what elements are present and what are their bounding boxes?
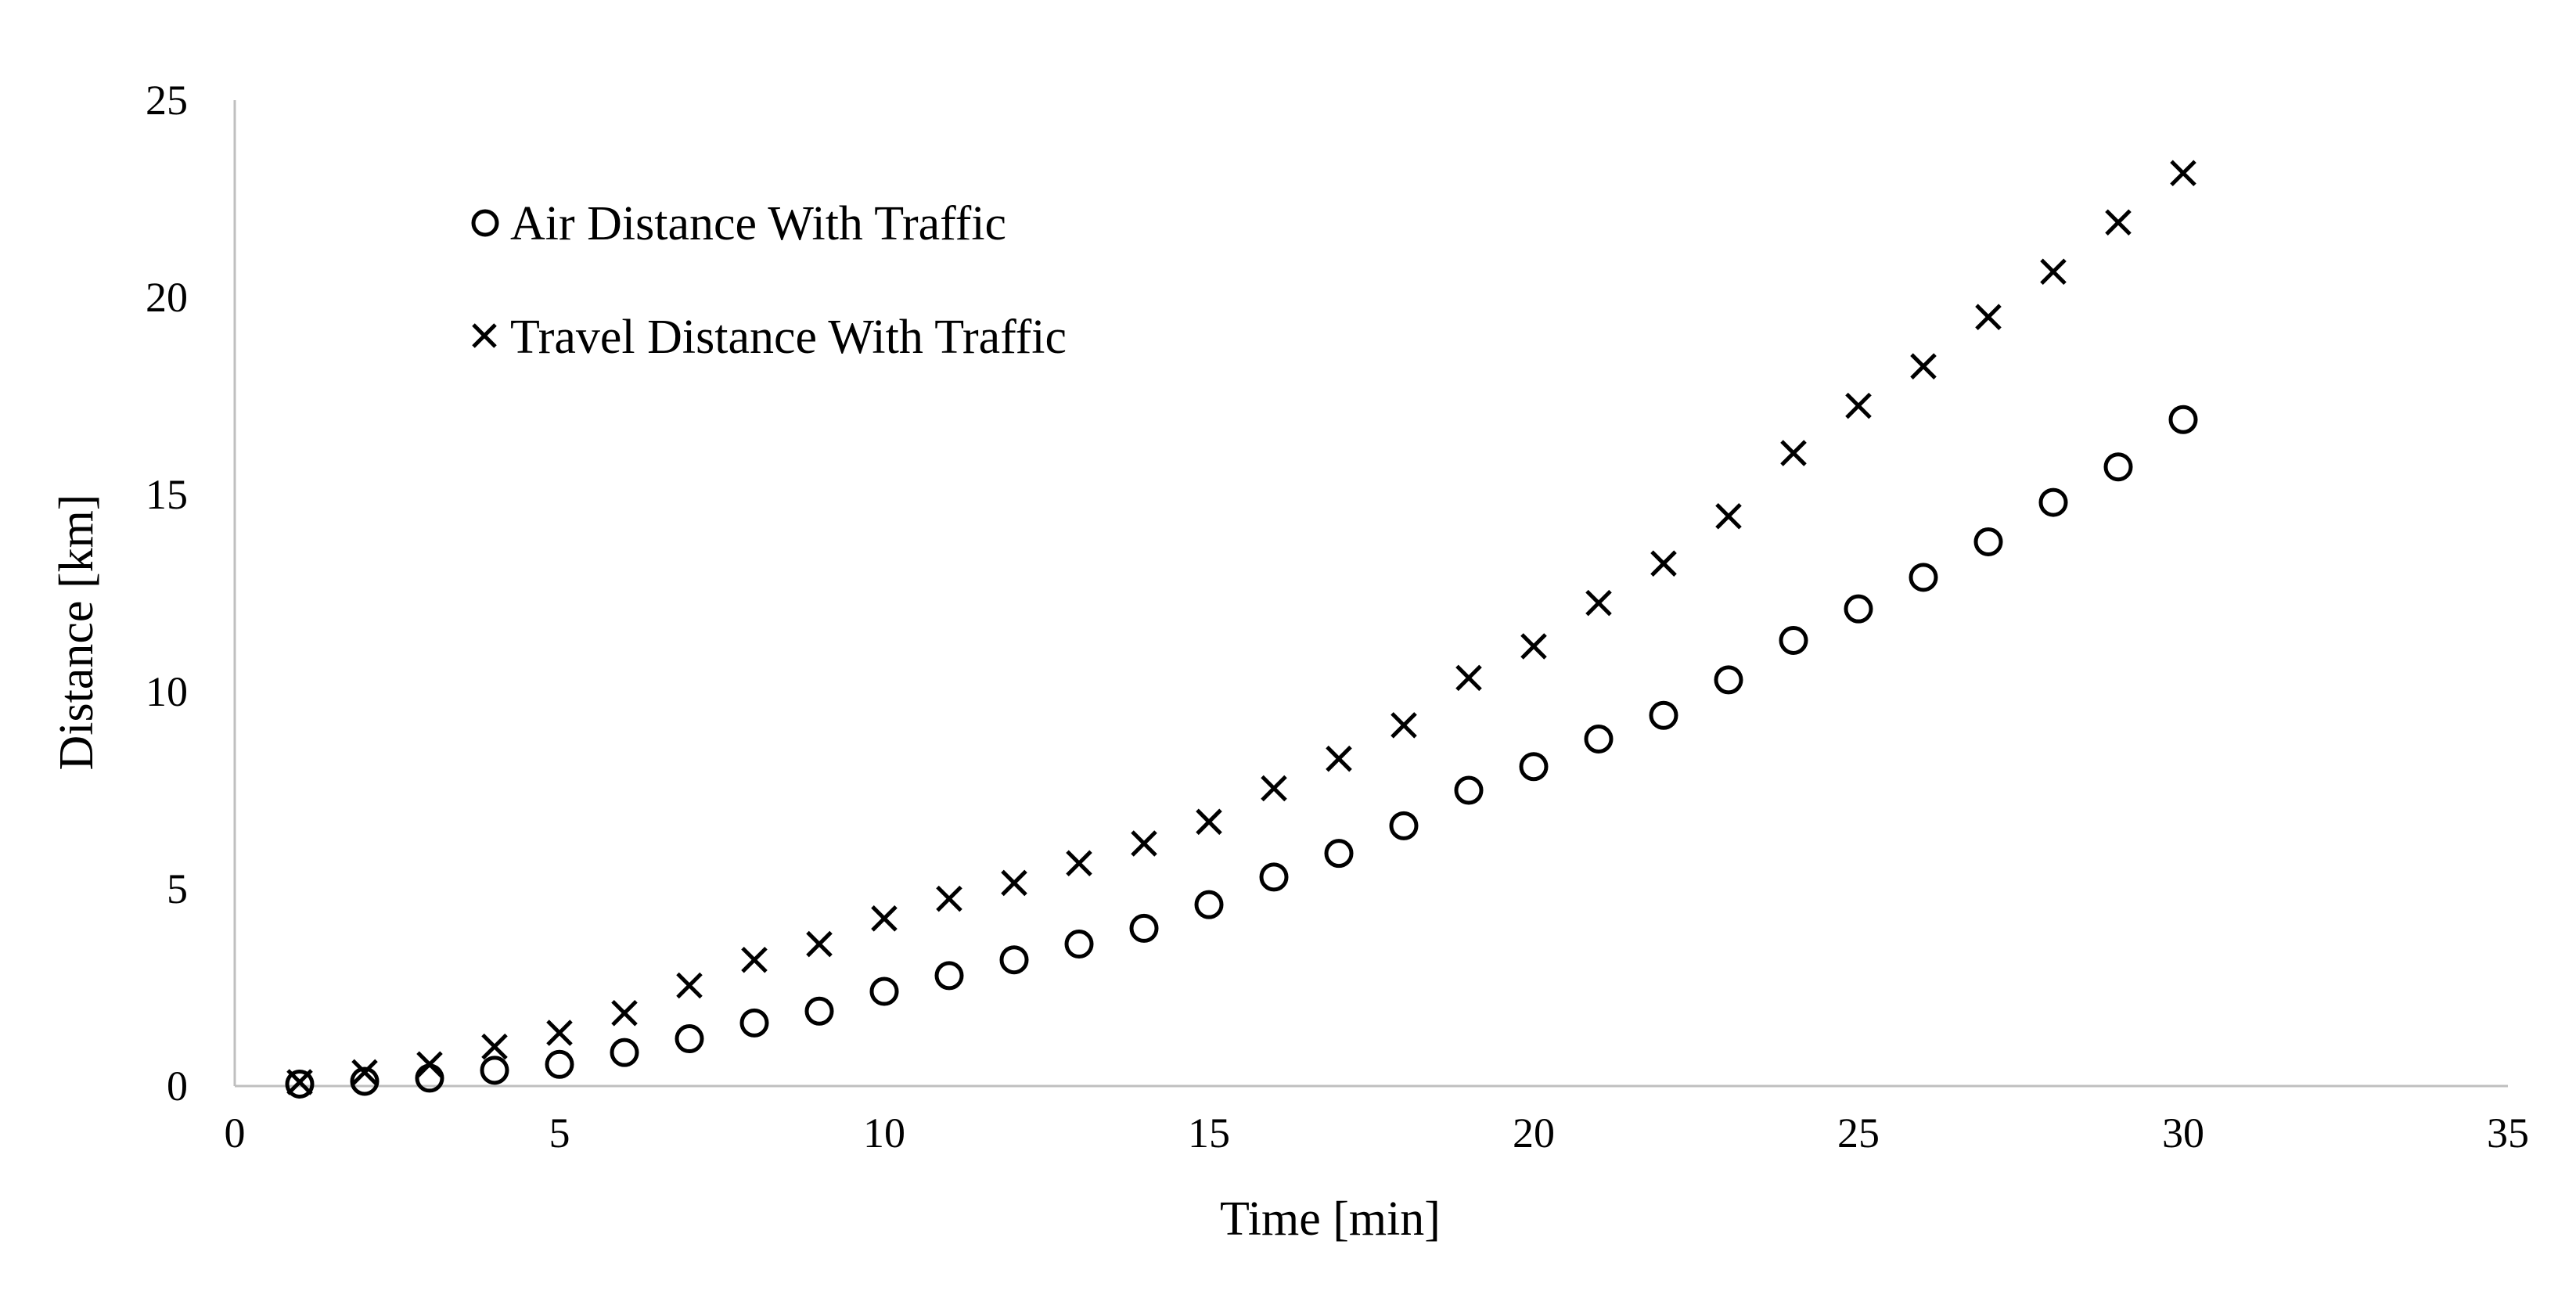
data-point-x: [286, 1069, 313, 1095]
data-point-x: [741, 946, 768, 973]
series-travel-distance: [286, 160, 2196, 1095]
data-point-x: [1001, 869, 1027, 897]
data-point-circle: [1584, 724, 1614, 754]
data-point-circle: [869, 977, 899, 1006]
legend-label-travel-distance: Travel Distance With Traffic: [510, 311, 1067, 364]
data-point-x: [1326, 745, 1352, 772]
data-point-circle: [480, 1056, 509, 1085]
legend: Air Distance With Traffic Travel Distanc…: [471, 197, 1067, 364]
data-point-circle: [1324, 839, 1354, 869]
data-point-circle: [545, 1049, 574, 1079]
y-tick-label: 25: [146, 77, 188, 124]
data-point-x: [416, 1051, 443, 1078]
data-point-circle: [2038, 487, 2068, 517]
x-tick-label: 25: [1837, 1110, 1880, 1156]
data-point-x: [1520, 633, 1547, 660]
data-point-circle: [285, 1069, 315, 1099]
data-point-x: [936, 885, 962, 912]
data-point-circle: [1454, 775, 1484, 805]
data-point-circle: [675, 1024, 704, 1054]
data-point-circle: [804, 996, 834, 1026]
data-point-circle: [1064, 930, 1094, 959]
y-tick-label: 15: [146, 471, 188, 518]
data-point-x: [1261, 775, 1287, 802]
data-point-circle: [1259, 862, 1289, 892]
data-point-x: [546, 1020, 573, 1046]
data-point-x: [2170, 160, 2196, 187]
data-point-x: [1975, 304, 2002, 330]
data-series: [285, 160, 2198, 1099]
x-tick-label: 15: [1188, 1110, 1230, 1156]
data-point-x: [2105, 209, 2132, 236]
x-tick-label: 0: [225, 1110, 246, 1156]
data-point-x: [481, 1033, 508, 1060]
data-point-circle: [1844, 594, 1873, 624]
data-point-circle: [1519, 752, 1549, 782]
data-point-x: [1780, 440, 1807, 466]
data-point-x: [676, 972, 703, 999]
legend-marker-x: [472, 323, 497, 348]
x-tick-label: 20: [1513, 1110, 1555, 1156]
data-point-x: [1196, 808, 1222, 836]
data-point-circle: [350, 1066, 380, 1096]
data-point-x: [1131, 830, 1157, 857]
x-tick-label: 5: [549, 1110, 570, 1156]
data-point-x: [1066, 850, 1092, 877]
legend-marker-circle: [471, 209, 499, 237]
data-point-circle: [1714, 665, 1743, 695]
data-point-x: [1845, 392, 1872, 419]
data-point-circle: [2168, 405, 2198, 434]
data-point-x: [806, 930, 833, 958]
data-point-circle: [2103, 452, 2133, 482]
data-point-circle: [934, 961, 964, 991]
y-tick-label: 20: [146, 274, 188, 321]
data-point-circle: [610, 1038, 639, 1067]
data-point-circle: [1194, 890, 1224, 919]
y-axis-title: Distance [km]: [50, 495, 103, 771]
data-point-x: [1715, 502, 1742, 530]
x-axis-title: Time [min]: [1220, 1192, 1441, 1246]
series-air-distance: [285, 405, 2198, 1099]
data-point-circle: [1909, 563, 1938, 592]
data-point-x: [2040, 258, 2067, 286]
data-point-x: [871, 905, 898, 932]
data-point-circle: [999, 945, 1029, 975]
data-point-x: [1585, 589, 1612, 617]
y-tick-label: 10: [146, 668, 188, 715]
data-point-x: [1910, 353, 1937, 379]
data-point-circle: [739, 1008, 769, 1038]
x-tick-label: 35: [2487, 1110, 2529, 1156]
data-point-x: [611, 999, 638, 1027]
data-point-circle: [1389, 811, 1419, 840]
data-point-circle: [1779, 625, 1808, 655]
tick-labels: 0 5 10 15 20 25 30 35 0 5 10 15 20 25: [146, 77, 2529, 1156]
x-tick-label: 30: [2162, 1110, 2204, 1156]
axes: [233, 100, 2508, 1088]
data-point-x: [1455, 664, 1482, 692]
y-tick-label: 0: [167, 1063, 188, 1110]
data-point-circle: [1129, 913, 1159, 943]
y-tick-label: 5: [167, 865, 188, 912]
data-point-x: [351, 1059, 378, 1086]
data-point-x: [1391, 712, 1417, 739]
data-point-circle: [1973, 527, 2003, 556]
data-point-circle: [1649, 700, 1678, 730]
legend-label-air-distance: Air Distance With Traffic: [510, 197, 1006, 250]
x-tick-label: 10: [863, 1110, 905, 1156]
data-point-x: [1650, 550, 1677, 577]
